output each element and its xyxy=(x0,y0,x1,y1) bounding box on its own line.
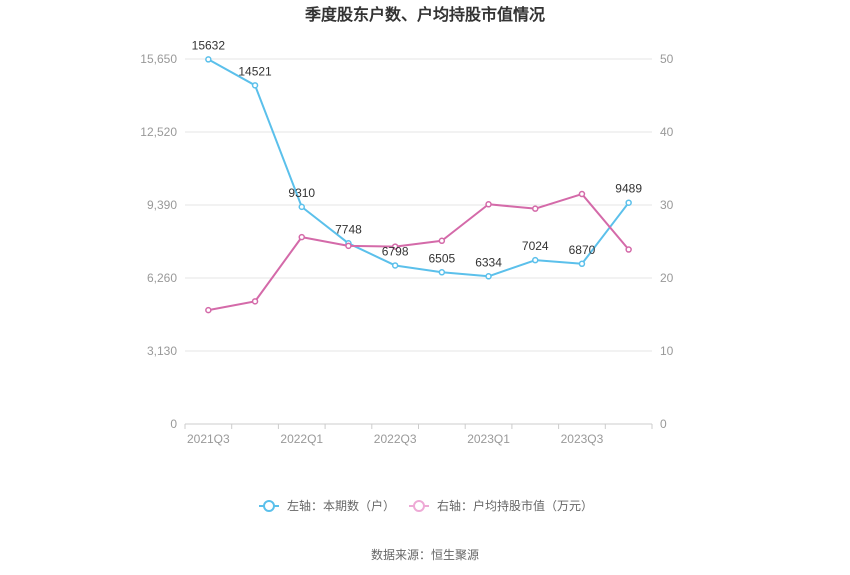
left-y-axis: 0 3,130 6,260 9,390 12,520 15,650 xyxy=(140,52,177,431)
data-label: 7748 xyxy=(335,222,362,236)
series-2-point xyxy=(485,201,492,208)
series-1-point xyxy=(391,262,399,269)
right-tick-label: 20 xyxy=(660,271,674,285)
right-tick-label: 40 xyxy=(660,125,674,139)
series-1-point xyxy=(251,82,259,89)
grid-lines xyxy=(185,58,652,352)
data-label: 6334 xyxy=(475,255,502,269)
series-2-point xyxy=(205,306,212,314)
chart-title: 季度股东户数、户均持股市值情况 xyxy=(304,5,545,24)
series-2-point xyxy=(438,237,446,245)
series-1-point xyxy=(205,56,212,63)
series-layer xyxy=(205,56,632,314)
series-1-point xyxy=(532,256,539,264)
left-tick-label: 6,260 xyxy=(147,271,177,285)
x-axis: 2021Q3 2022Q1 2022Q3 2023Q1 2023Q3 xyxy=(184,423,653,446)
data-label: 7024 xyxy=(522,239,549,253)
series-line-2 xyxy=(208,193,630,312)
data-label: 6505 xyxy=(428,251,455,265)
right-y-axis: 0 10 20 30 40 50 xyxy=(660,52,674,431)
left-tick-label: 15,650 xyxy=(140,52,177,66)
series-2-point xyxy=(578,190,586,198)
series-1-point xyxy=(485,273,492,280)
x-tick-label: 2021Q3 xyxy=(187,432,230,446)
series-2-point xyxy=(298,233,305,241)
left-tick-label: 0 xyxy=(170,417,177,431)
series-2-point xyxy=(391,243,399,250)
series-2-point xyxy=(345,242,352,250)
left-tick-label: 12,520 xyxy=(140,125,177,139)
left-tick-label: 3,130 xyxy=(147,344,177,358)
legend-label-2: 右轴：户均持股市值（万元） xyxy=(437,498,593,513)
legend-label-1: 左轴：本期数（户） xyxy=(287,498,395,513)
series-2-point xyxy=(532,205,539,212)
right-tick-label: 30 xyxy=(660,198,674,212)
series-1-point xyxy=(298,203,305,211)
series-1-point xyxy=(438,269,446,276)
right-tick-label: 0 xyxy=(660,417,667,431)
right-tick-label: 50 xyxy=(660,52,674,66)
data-label: 6870 xyxy=(569,243,596,257)
data-labels: 15632 14521 9310 7748 6798 6505 6334 7024 6870 94… xyxy=(192,38,643,269)
series-2-point xyxy=(625,246,632,253)
x-tick-label: 2022Q1 xyxy=(280,432,323,446)
x-tick-label: 2022Q3 xyxy=(374,432,417,446)
data-label: 14521 xyxy=(238,64,272,78)
series-line-1 xyxy=(207,58,630,278)
data-label: 15632 xyxy=(192,38,226,52)
x-tick-label: 2023Q3 xyxy=(561,432,604,446)
source-note: 数据来源：恒生聚源 xyxy=(371,547,479,562)
data-label: 9310 xyxy=(288,186,315,200)
data-label: 6798 xyxy=(382,244,409,258)
series-2-point xyxy=(251,298,259,305)
legend: 左轴：本期数（户） 右轴：户均持股市值（万元） xyxy=(259,498,593,513)
x-tick-label: 2023Q1 xyxy=(467,432,510,446)
right-tick-label: 10 xyxy=(660,344,674,358)
data-label: 9489 xyxy=(615,182,642,196)
series-1-point xyxy=(578,260,586,268)
left-tick-label: 9,390 xyxy=(147,198,177,212)
series-1-point xyxy=(625,199,632,206)
legend-swatch-marker xyxy=(263,500,275,512)
legend-swatch-marker xyxy=(413,500,425,512)
